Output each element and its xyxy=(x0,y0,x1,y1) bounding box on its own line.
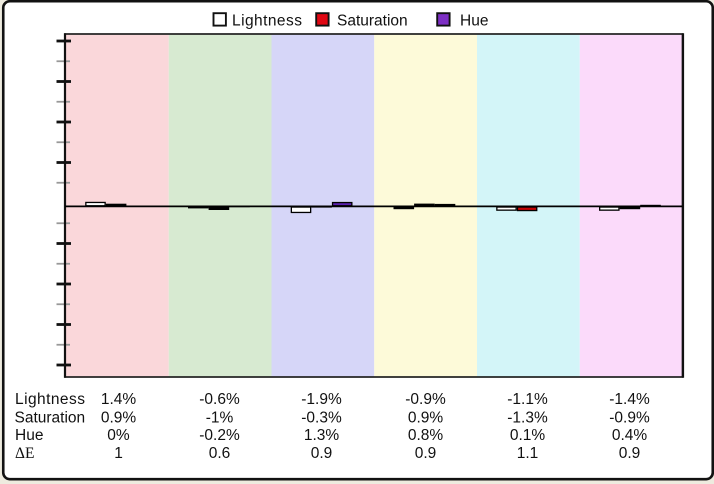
svg-text:0.4%: 0.4% xyxy=(612,427,648,444)
svg-text:-1%: -1% xyxy=(206,409,234,426)
svg-text:0.6: 0.6 xyxy=(209,445,231,462)
svg-text:Lightness: Lightness xyxy=(15,391,85,408)
svg-text:Hue: Hue xyxy=(15,427,43,444)
svg-text:Saturation: Saturation xyxy=(15,409,86,426)
svg-text:-1.1%: -1.1% xyxy=(507,391,548,408)
svg-text:Hue: Hue xyxy=(460,12,488,29)
svg-text:-0.2%: -0.2% xyxy=(199,427,240,444)
svg-text:-0.9%: -0.9% xyxy=(609,409,650,426)
svg-text:Lightness: Lightness xyxy=(232,12,302,29)
svg-text:1.3%: 1.3% xyxy=(304,427,340,444)
svg-text:0.9%: 0.9% xyxy=(408,409,444,426)
svg-text:-1.9%: -1.9% xyxy=(301,391,342,408)
svg-text:-1.3%: -1.3% xyxy=(507,409,548,426)
svg-text:-1.4%: -1.4% xyxy=(609,391,650,408)
svg-text:0.9: 0.9 xyxy=(311,445,333,462)
svg-text:0.9: 0.9 xyxy=(415,445,437,462)
svg-text:0.8%: 0.8% xyxy=(408,427,444,444)
svg-text:1.4%: 1.4% xyxy=(101,391,137,408)
svg-text:1.1: 1.1 xyxy=(517,445,539,462)
svg-text:-0.6%: -0.6% xyxy=(199,391,240,408)
svg-text:0.9: 0.9 xyxy=(619,445,641,462)
svg-text:Saturation: Saturation xyxy=(337,12,408,29)
svg-text:ΔE: ΔE xyxy=(15,445,34,462)
svg-text:-0.9%: -0.9% xyxy=(405,391,446,408)
svg-text:0.1%: 0.1% xyxy=(510,427,546,444)
svg-text:0%: 0% xyxy=(107,427,130,444)
svg-text:-0.3%: -0.3% xyxy=(301,409,342,426)
svg-text:0.9%: 0.9% xyxy=(101,409,137,426)
svg-text:1: 1 xyxy=(114,445,123,462)
